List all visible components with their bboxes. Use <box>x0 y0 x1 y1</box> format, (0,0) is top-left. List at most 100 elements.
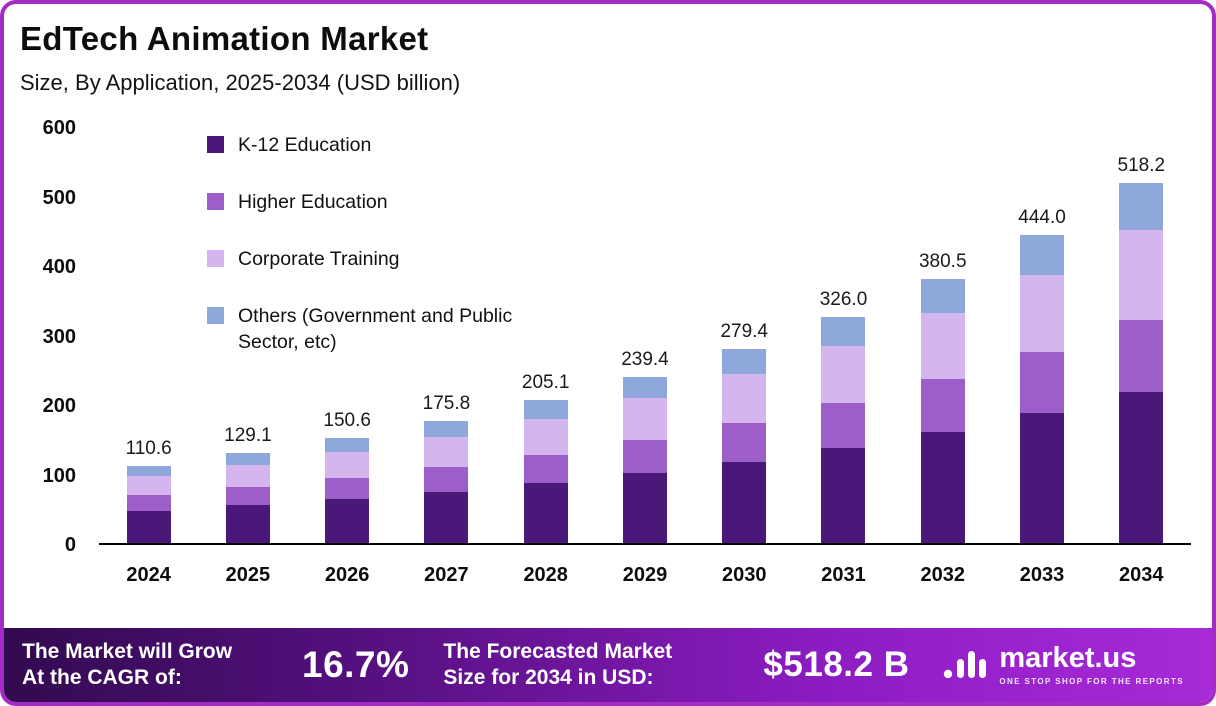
stacked-bar <box>722 348 767 543</box>
stacked-bar <box>622 376 667 543</box>
x-axis-label: 2030 <box>721 564 767 586</box>
bar-segment <box>821 316 866 347</box>
bar-segment <box>1020 274 1065 352</box>
bar-total-label: 150.6 <box>323 410 371 432</box>
bar-segment <box>1020 413 1065 543</box>
x-axis-label: 2032 <box>920 564 966 586</box>
bar-segment <box>325 452 370 479</box>
bar-total-label: 279.4 <box>720 320 768 342</box>
x-axis-label: 2027 <box>424 564 469 586</box>
bar-column-2024: 110.6 <box>99 438 198 543</box>
bar-segment <box>126 466 171 477</box>
legend-swatch <box>207 307 224 324</box>
legend-label: Others (Government and Public Sector, et… <box>238 305 513 353</box>
bar-column-2034: 518.2 <box>1092 155 1191 543</box>
legend-label: K-12 Education <box>238 134 372 156</box>
bar-column-2027: 175.8 <box>397 393 496 543</box>
bar-total-label: 129.1 <box>224 425 272 447</box>
marketus-logo-text: market.us ONE STOP SHOP FOR THE REPORTS <box>999 642 1184 687</box>
x-axis-label: 2034 <box>1119 564 1164 586</box>
bar-segment <box>325 499 370 543</box>
stacked-bar <box>821 316 866 543</box>
bar-segment <box>424 467 469 492</box>
bar-segment <box>225 465 270 488</box>
stacked-bar <box>126 466 171 543</box>
chart-subtitle: Size, By Application, 2025-2034 (USD bil… <box>20 70 461 95</box>
x-axis-label: 2033 <box>1019 564 1065 586</box>
legend: K-12 Education Higher Education Corporate … <box>207 132 607 386</box>
bar-segment <box>722 348 767 375</box>
bar-total-label: 326.0 <box>819 288 868 310</box>
forecast-value: $518.2 B <box>763 645 910 684</box>
bar-segment <box>722 422 767 462</box>
bar-segment <box>126 476 171 496</box>
bar-segment <box>325 478 370 499</box>
bar-segment <box>821 447 866 543</box>
stacked-bar <box>225 453 270 543</box>
cagr-label: The Market will Grow At the CAGR of: <box>22 640 233 689</box>
bar-segment <box>622 439 667 474</box>
marketus-logo-icon <box>943 648 989 682</box>
bar-total-label: 380.5 <box>918 250 967 272</box>
x-axis-label: 2024 <box>126 564 171 586</box>
y-tick-label: 300 <box>42 325 76 348</box>
bar-column-2026: 150.6 <box>298 410 397 543</box>
x-axis-label: 2026 <box>324 564 370 586</box>
bar-column-2032: 380.5 <box>893 251 992 543</box>
bar-segment <box>920 379 965 432</box>
bar-column-2030: 279.4 <box>695 321 794 543</box>
bar-column-2033: 444.0 <box>992 207 1091 543</box>
brand-name: market.us <box>999 642 1137 674</box>
y-tick-label: 0 <box>64 534 76 556</box>
bar-segment <box>722 461 767 543</box>
legend-item-3: Others (Government and Public Sector, et… <box>207 303 607 355</box>
x-axis-label: 2031 <box>821 564 866 586</box>
bar-column-2029: 239.4 <box>595 349 694 543</box>
bar-segment <box>126 510 171 543</box>
bar-segment <box>523 400 568 420</box>
bar-column-2025: 129.1 <box>198 425 297 543</box>
bar-segment <box>523 454 568 484</box>
y-axis: 0 100 200 300 400 500 600 <box>4 117 82 556</box>
bar-segment <box>920 278 965 313</box>
bar-total-label: 110.6 <box>125 438 172 460</box>
chart-header: EdTech Animation Market Size, By Applica… <box>20 20 460 96</box>
brand-tagline: ONE STOP SHOP FOR THE REPORTS <box>999 677 1184 686</box>
bar-total-label: 444.0 <box>1018 206 1066 228</box>
bar-segment <box>523 483 568 543</box>
x-axis: 2024 2025 2026 2027 2028 2029 2030 2031 2032 2033… <box>99 564 1191 587</box>
legend-swatch <box>207 250 224 267</box>
bar-segment <box>1020 234 1065 275</box>
bar-segment <box>1119 229 1164 320</box>
forecast-label: The Forecasted Market Size for 2034 in U… <box>443 640 673 689</box>
bar-segment <box>920 431 965 543</box>
bar-column-2031: 326.0 <box>794 289 893 543</box>
bar-total-label: 205.1 <box>521 372 570 394</box>
x-axis-label: 2028 <box>523 564 568 586</box>
stacked-bar <box>523 400 568 543</box>
bar-column-2028: 205.1 <box>496 372 595 543</box>
bar-total-label: 239.4 <box>621 348 669 370</box>
bar-segment <box>1119 319 1164 392</box>
legend-label: Corporate Training <box>238 248 400 270</box>
plot-area: K-12 Education Higher Education Corporate … <box>99 128 1191 545</box>
legend-item-2: Corporate Training <box>207 246 607 272</box>
footer-banner: The Market will Grow At the CAGR of: 16.… <box>4 628 1212 702</box>
bar-segment <box>1119 391 1164 543</box>
bar-segment <box>424 436 469 468</box>
bar-segment <box>622 473 667 543</box>
bar-segment <box>225 505 270 543</box>
bar-segment <box>1020 351 1065 414</box>
y-tick-label: 400 <box>42 256 76 278</box>
bar-segment <box>126 495 171 511</box>
y-tick-label: 500 <box>42 186 76 209</box>
legend-swatch <box>207 136 224 153</box>
bar-series-container: 110.6 129.1 150.6 175.8 205.1 239.4 279.4 326.0… <box>99 128 1191 543</box>
bar-segment <box>1119 182 1164 230</box>
legend-item-0: K-12 Education <box>207 132 607 158</box>
bar-segment <box>821 346 866 403</box>
bar-segment <box>225 453 270 466</box>
bar-segment <box>225 487 270 506</box>
bar-total-label: 518.2 <box>1117 154 1166 176</box>
